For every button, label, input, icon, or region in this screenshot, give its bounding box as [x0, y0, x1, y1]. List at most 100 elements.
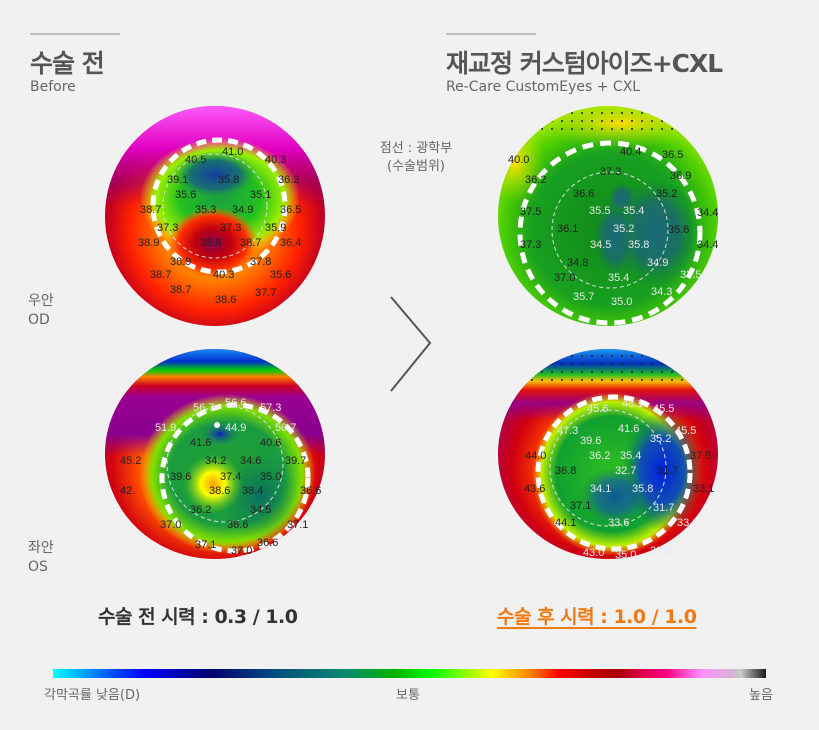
od-label-en: OD [28, 312, 50, 328]
curvature-reading: 34.9 [232, 204, 253, 216]
curvature-reading: 34.5 [250, 504, 271, 516]
curvature-reading: 45.6 [587, 403, 608, 415]
curvature-reading: 36.2 [278, 174, 299, 186]
curvature-reading: 41.6 [618, 423, 639, 435]
curvature-reading: 36.5 [662, 149, 683, 161]
scale-label-mid: 보통 [396, 688, 420, 703]
curvature-reading: 33.1 [677, 517, 698, 529]
curvature-reading: 43.6 [524, 483, 545, 495]
curvature-reading: 37.7 [255, 287, 276, 299]
curvature-reading: 56.6 [225, 397, 246, 409]
curvature-reading: 33.1 [693, 483, 714, 495]
curvature-reading: 36.6 [227, 519, 248, 531]
scale-label-low: 각막곡률 낮음(D) [44, 688, 141, 703]
curvature-reading: 38.9 [138, 237, 159, 249]
curvature-reading: 36.4 [280, 237, 301, 249]
curvature-reading: 34.9 [647, 257, 668, 269]
curvature-reading: 38.7 [170, 284, 191, 296]
os-label-ko: 좌안 [28, 540, 54, 556]
curvature-reading: 38.8 [200, 237, 221, 249]
curvature-reading: 38.7 [140, 204, 161, 216]
curvature-reading: 38.4 [242, 485, 263, 497]
curvature-reading: 37.1 [570, 500, 591, 512]
curvature-reading: 34.1 [590, 483, 611, 495]
curvature-reading: 35.8 [632, 483, 653, 495]
topography-map-before-os: 56.7 56.6 57.3 51.9 44.9 50.7 41.6 40.6 45.2 34.2… [105, 349, 325, 559]
curvature-reading: 35.2 [650, 433, 671, 445]
curvature-reading: 38.7 [150, 269, 171, 281]
curvature-reading: 37.1 [195, 539, 216, 551]
topography-map-before-od: 40.5 41.0 40.3 39.1 35.8 36.2 35.6 35.1 38.7 35.3… [105, 106, 325, 326]
curvature-reading: 35.7 [573, 291, 594, 303]
after-subtitle: Re-Care CustomEyes + CXL [446, 79, 641, 95]
curvature-reading: 40.4 [620, 146, 641, 158]
curvature-reading: 56.7 [193, 402, 214, 414]
before-vision: 수술 전 시력 : 0.3 / 1.0 [98, 606, 298, 628]
after-title: 재교정 커스텀아이즈+CXL [446, 49, 723, 78]
curvature-reading: 35.2 [656, 188, 677, 200]
curvature-reading: 34.4 [697, 207, 718, 219]
curvature-reading: 37.3 [157, 222, 178, 234]
curvature-reading: 35.8 [218, 174, 239, 186]
curvature-reading: 34.8 [567, 257, 588, 269]
curvature-reading: 36.9 [670, 170, 691, 182]
curvature-reading: 36.2 [589, 450, 610, 462]
curvature-reading: 37.3 [520, 239, 541, 251]
curvature-reading: 47.3 [557, 425, 578, 437]
curvature-reading: 38.6 [209, 485, 230, 497]
curvature-reading: 37.0 [160, 519, 181, 531]
curvature-reading: 38.7 [240, 237, 261, 249]
curvature-reading: 37.0 [231, 545, 252, 557]
curvature-reading: 40.3 [265, 154, 286, 166]
curvature-reading: 36.6 [573, 188, 594, 200]
curvature-reading: 34.5 [590, 239, 611, 251]
note-line-2: (수술범위) [387, 159, 445, 174]
curvature-reading: 43.0 [583, 547, 604, 559]
curvature-reading: 44.9 [225, 422, 246, 434]
chevron-right-icon [390, 296, 432, 392]
curvature-reading: 35.1 [250, 189, 271, 201]
curvature-reading: 57.3 [260, 402, 281, 414]
od-label-ko: 우안 [28, 293, 54, 309]
curvature-reading: 35.0 [260, 471, 281, 483]
curvature-reading: 36.5 [280, 204, 301, 216]
curvature-reading: 35.4 [608, 272, 629, 284]
curvature-reading: 44.1 [555, 517, 576, 529]
curvature-reading: 37.1 [287, 519, 308, 531]
curvature-reading: 37.4 [220, 471, 241, 483]
curvature-reading: 40.6 [260, 437, 281, 449]
curvature-reading: 41.0 [222, 146, 243, 158]
curvature-reading: 37.5 [520, 206, 541, 218]
curvature-reading: 39.6 [580, 435, 601, 447]
curvature-reading: 39.7 [285, 455, 306, 467]
curvature-reading: 36.2 [190, 504, 211, 516]
curvature-reading: 35.0 [611, 296, 632, 308]
curvature-reading: 35.9 [265, 222, 286, 234]
curvature-reading: 33.6 [608, 517, 629, 529]
note-line-1: 점선 : 광학부 [379, 141, 453, 156]
curvature-reading: 35.6 [175, 189, 196, 201]
curvature-reading: 36.8 [555, 465, 576, 477]
curvature-reading: 37.5 [690, 450, 711, 462]
curvature-reading: 37.3 [220, 222, 241, 234]
curvature-reading: 45.2 [120, 455, 141, 467]
curvature-reading: 34.6 [240, 455, 261, 467]
curvature-reading: 32.6 [650, 545, 671, 557]
curvature-reading: 36.1 [557, 223, 578, 235]
curvature-reading: 35.3 [195, 204, 216, 216]
os-label: 좌안 OS [28, 539, 54, 577]
curvature-reading: 44.0 [525, 450, 546, 462]
curvature-reading: 35.2 [613, 223, 634, 235]
curvature-reading: 34.2 [205, 455, 226, 467]
curvature-reading: 45.5 [675, 425, 696, 437]
curvature-reading: 31.7 [653, 502, 674, 514]
curvature-reading: 35.6 [668, 224, 689, 236]
before-title: 수술 전 [30, 49, 105, 78]
os-label-en: OS [28, 559, 48, 575]
topography-map-after-od: 40.0 40.4 36.5 36.2 37.3 36.9 36.6 35.2 37.5 35.5… [498, 106, 718, 326]
curvature-reading: 31.7 [657, 465, 678, 477]
curvature-reading: 40.0 [508, 154, 529, 166]
before-subtitle: Before [30, 79, 76, 95]
curvature-reading: 33.5 [680, 269, 701, 281]
curvature-reading: 36.2 [525, 174, 546, 186]
